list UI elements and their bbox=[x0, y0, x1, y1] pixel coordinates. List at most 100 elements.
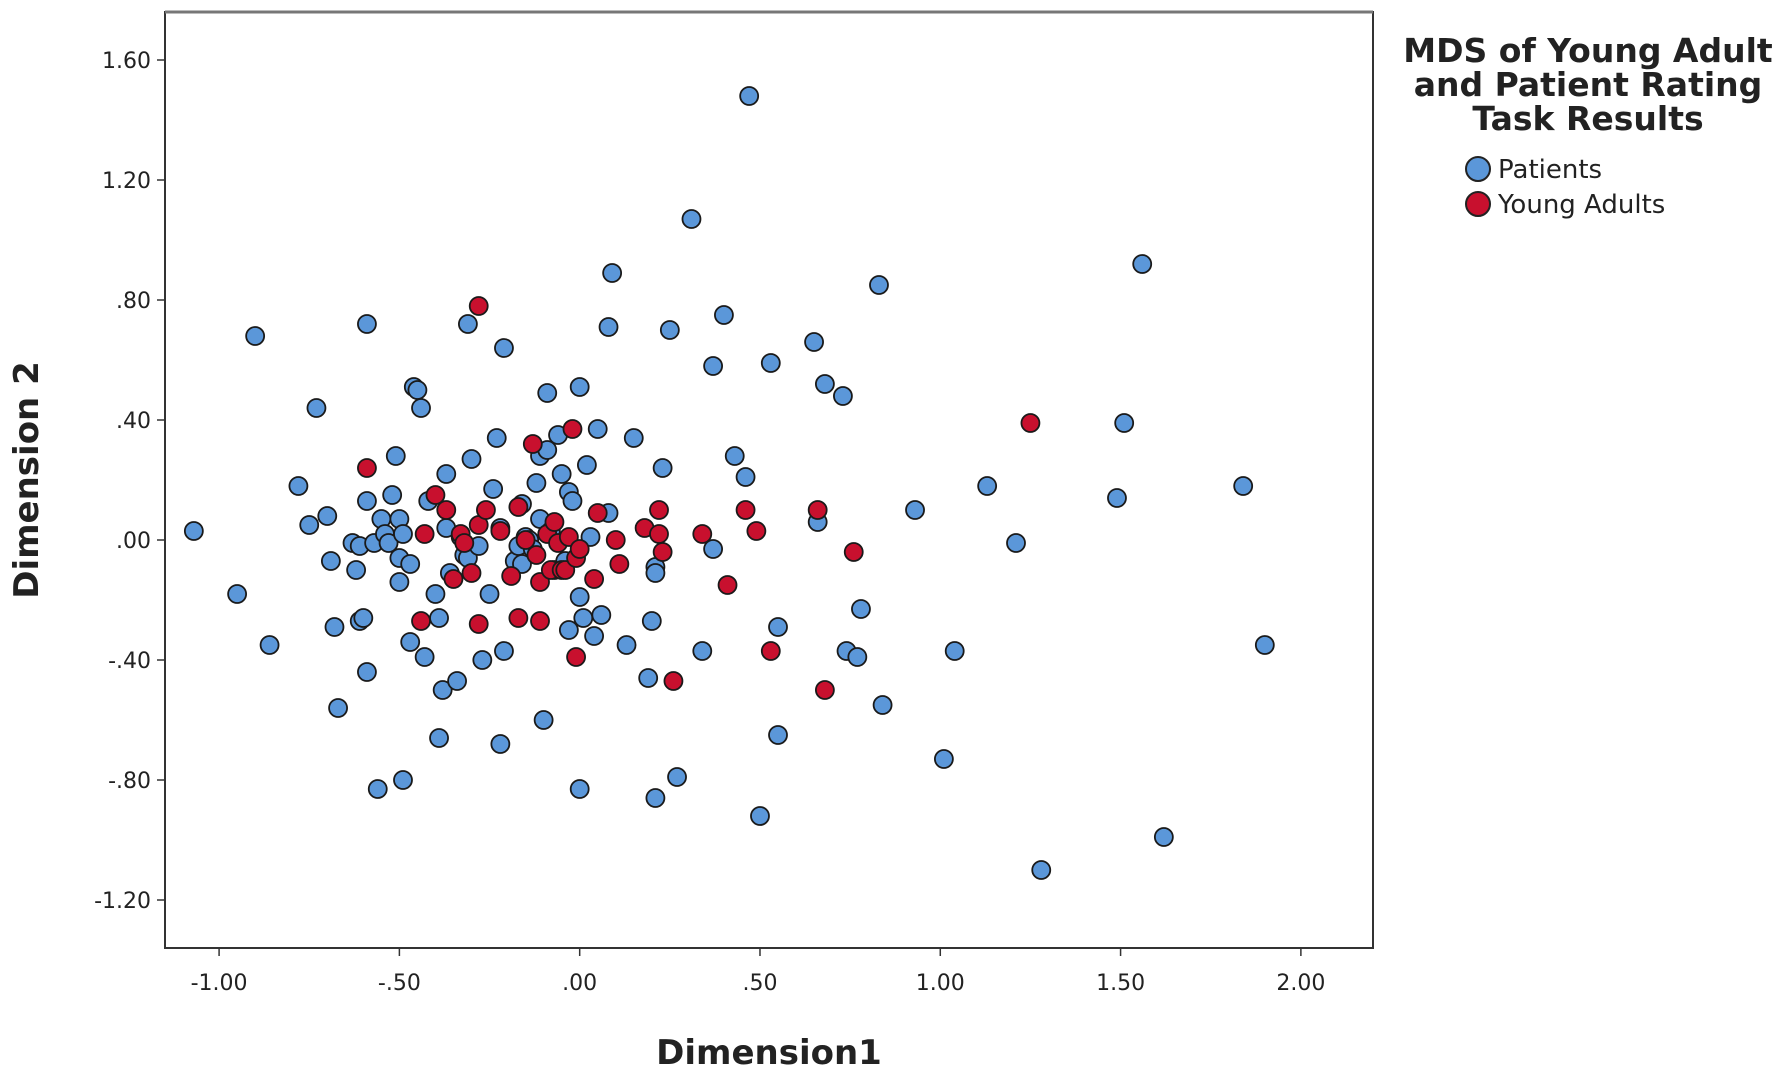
point-patients bbox=[259, 635, 280, 655]
point-young-adults bbox=[587, 503, 608, 523]
y-tick-label: .40 bbox=[116, 409, 151, 434]
point-patients bbox=[1107, 488, 1127, 508]
point-patients bbox=[573, 608, 594, 628]
legend: MDS of Young Adult and Patient Rating Ta… bbox=[1403, 31, 1772, 220]
point-patients bbox=[432, 680, 453, 700]
point-patients bbox=[724, 446, 745, 466]
point-patients bbox=[768, 725, 788, 745]
point-young-adults bbox=[468, 296, 489, 316]
point-patients bbox=[641, 611, 662, 631]
point-patients bbox=[490, 734, 511, 754]
point-patients bbox=[760, 353, 781, 373]
point-young-adults bbox=[501, 566, 522, 586]
y-tick-label: .00 bbox=[116, 529, 151, 554]
point-young-adults bbox=[652, 542, 673, 562]
y-tick-label: -.80 bbox=[108, 769, 151, 794]
point-young-adults bbox=[746, 521, 767, 541]
point-patients bbox=[569, 377, 590, 397]
point-patients bbox=[393, 524, 413, 544]
point-young-adults bbox=[515, 530, 536, 550]
x-tick-label: -1.00 bbox=[191, 971, 248, 996]
point-young-adults bbox=[605, 530, 626, 550]
point-patients bbox=[461, 449, 482, 469]
y-tick-label: -.40 bbox=[108, 649, 151, 674]
point-patients bbox=[739, 86, 760, 106]
point-patients bbox=[324, 617, 345, 637]
point-patients bbox=[414, 647, 435, 667]
legend-title-line-1: MDS of Young Adult bbox=[1403, 31, 1772, 70]
point-patients bbox=[681, 209, 702, 229]
point-patients bbox=[533, 710, 554, 730]
plot-area bbox=[164, 11, 1374, 949]
point-young-adults bbox=[476, 500, 496, 520]
point-young-adults bbox=[414, 524, 435, 544]
point-patients bbox=[851, 599, 871, 619]
point-patients bbox=[602, 263, 623, 283]
point-young-adults bbox=[357, 458, 377, 478]
x-tick-label: 1.00 bbox=[916, 971, 965, 996]
point-young-adults bbox=[508, 608, 529, 628]
point-patients bbox=[367, 779, 388, 799]
point-patients bbox=[183, 521, 204, 541]
scatter-points bbox=[183, 86, 1275, 880]
point-young-adults bbox=[411, 611, 431, 631]
point-patients bbox=[357, 314, 377, 334]
point-patients bbox=[317, 506, 338, 526]
point-young-adults bbox=[760, 641, 781, 661]
point-patients bbox=[667, 767, 687, 787]
x-tick-label: .50 bbox=[742, 971, 777, 996]
point-patients bbox=[429, 608, 449, 628]
point-young-adults bbox=[649, 500, 669, 520]
y-tick-label: 1.60 bbox=[102, 49, 151, 74]
point-patients bbox=[479, 584, 500, 604]
point-patients bbox=[328, 698, 348, 718]
point-patients bbox=[1132, 254, 1153, 274]
point-patients bbox=[576, 455, 597, 475]
point-young-adults bbox=[807, 500, 828, 520]
point-patients bbox=[569, 587, 590, 607]
legend-label-patients: Patients bbox=[1498, 155, 1602, 185]
point-young-adults bbox=[814, 680, 835, 700]
point-patients bbox=[245, 326, 266, 346]
point-young-adults bbox=[735, 500, 756, 520]
point-patients bbox=[623, 428, 644, 448]
point-patients bbox=[407, 380, 428, 400]
point-patients bbox=[227, 584, 248, 604]
point-patients bbox=[551, 464, 572, 484]
point-young-adults bbox=[522, 434, 543, 454]
point-patients bbox=[389, 572, 410, 592]
point-patients bbox=[1254, 635, 1275, 655]
point-patients bbox=[869, 275, 889, 295]
point-patients bbox=[616, 635, 637, 655]
point-patients bbox=[1153, 827, 1174, 847]
point-patients bbox=[714, 305, 734, 325]
point-patients bbox=[591, 605, 612, 625]
point-patients bbox=[486, 428, 507, 448]
point-patients bbox=[494, 338, 514, 358]
point-young-adults bbox=[490, 521, 511, 541]
point-young-adults bbox=[530, 611, 550, 631]
point-patients bbox=[750, 806, 770, 826]
point-patients bbox=[357, 662, 377, 682]
point-patients bbox=[598, 317, 619, 337]
point-young-adults bbox=[461, 563, 482, 583]
point-patients bbox=[659, 320, 680, 340]
point-patients bbox=[1006, 533, 1026, 553]
point-patients bbox=[429, 728, 449, 748]
legend-swatch-young-adults bbox=[1465, 191, 1491, 217]
point-young-adults bbox=[584, 569, 605, 589]
point-patients bbox=[320, 551, 341, 571]
legend-label-young-adults: Young Adults bbox=[1497, 190, 1665, 220]
point-patients bbox=[400, 554, 421, 574]
x-axis-ticks: -1.00 -.50 .00 .50 1.00 1.50 2.00 bbox=[191, 948, 1325, 996]
point-young-adults bbox=[609, 554, 630, 574]
point-young-adults bbox=[562, 419, 583, 439]
legend-swatch-patients bbox=[1465, 156, 1491, 182]
point-patients bbox=[652, 458, 673, 478]
point-patients bbox=[447, 671, 467, 691]
point-patients bbox=[645, 563, 666, 583]
x-tick-label: -.50 bbox=[378, 971, 421, 996]
point-patients bbox=[814, 374, 835, 394]
point-young-adults bbox=[425, 485, 446, 505]
point-patients bbox=[494, 641, 514, 661]
